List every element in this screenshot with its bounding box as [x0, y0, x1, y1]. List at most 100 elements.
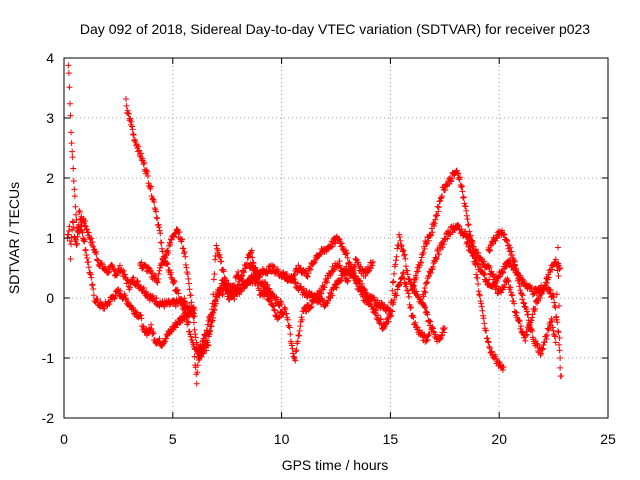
data-point — [98, 261, 105, 268]
data-point — [269, 302, 276, 309]
data-point — [496, 360, 503, 367]
data-point — [72, 236, 79, 243]
data-point — [436, 251, 443, 258]
data-point — [82, 246, 89, 253]
data-point — [510, 257, 517, 264]
data-point — [211, 271, 218, 278]
data-point — [438, 333, 445, 340]
data-point — [148, 321, 155, 328]
data-point — [123, 95, 130, 102]
data-point — [148, 326, 155, 333]
data-point — [166, 267, 173, 274]
data-point — [460, 193, 467, 200]
data-point — [264, 281, 271, 288]
data-point — [485, 263, 492, 270]
data-point — [400, 247, 407, 254]
data-point — [90, 292, 97, 299]
data-point — [156, 224, 163, 231]
data-point — [459, 188, 466, 195]
data-point — [174, 287, 181, 294]
data-point — [217, 285, 224, 292]
data-point — [344, 254, 351, 261]
data-point — [235, 284, 242, 291]
y-tick-label: 2 — [46, 170, 54, 186]
data-point — [287, 331, 294, 338]
data-point — [73, 216, 80, 223]
data-point — [369, 262, 376, 269]
y-tick-label: 0 — [46, 290, 54, 306]
data-point — [318, 290, 325, 297]
data-point — [344, 250, 351, 257]
data-point — [138, 150, 145, 157]
data-point — [307, 266, 314, 273]
data-point — [413, 288, 420, 295]
data-point — [233, 287, 240, 294]
data-point — [150, 330, 157, 337]
data-point — [441, 329, 448, 336]
data-point — [458, 184, 465, 191]
data-point — [332, 283, 339, 290]
data-point — [144, 173, 151, 180]
data-point — [519, 276, 526, 283]
y-tick-label: -2 — [42, 410, 55, 426]
data-point — [431, 222, 438, 229]
data-point — [520, 278, 527, 285]
data-point — [463, 207, 470, 214]
data-point — [442, 187, 449, 194]
data-point — [297, 283, 304, 290]
data-point — [476, 291, 483, 298]
data-point — [121, 271, 128, 278]
data-point — [465, 221, 472, 228]
data-point — [399, 270, 406, 277]
data-point — [556, 341, 563, 348]
data-point — [321, 284, 328, 291]
data-point — [124, 107, 131, 114]
data-point — [155, 270, 162, 277]
data-point — [111, 295, 118, 302]
data-point — [423, 279, 430, 286]
data-point — [68, 234, 75, 241]
y-axis-label: SDTVAR / TECUs — [6, 182, 22, 294]
data-point — [480, 312, 487, 319]
data-point — [304, 272, 311, 279]
y-tick-label: 3 — [46, 110, 54, 126]
data-point — [415, 268, 422, 275]
data-point — [557, 364, 564, 371]
data-point — [409, 286, 416, 293]
data-point — [516, 317, 523, 324]
x-tick-label: 10 — [274, 431, 290, 447]
data-point — [195, 353, 202, 360]
data-point — [189, 309, 196, 316]
data-point — [304, 273, 311, 280]
data-point — [138, 315, 145, 322]
data-point — [509, 252, 516, 259]
data-point — [513, 265, 520, 272]
data-point — [70, 219, 77, 226]
data-point — [71, 186, 78, 193]
data-point — [499, 270, 506, 277]
data-point — [348, 264, 355, 271]
data-point — [392, 261, 399, 268]
data-point — [412, 319, 419, 326]
data-point — [488, 268, 495, 275]
data-point — [409, 313, 416, 320]
data-point — [73, 241, 80, 248]
data-point — [472, 255, 479, 262]
data-point — [523, 308, 530, 315]
data-point — [298, 314, 305, 321]
data-point — [488, 348, 495, 355]
x-axis-ticks: 0 5 10 15 20 25 — [60, 58, 616, 447]
data-point — [423, 337, 430, 344]
data-point — [435, 204, 442, 211]
data-point — [296, 327, 303, 334]
data-point — [153, 214, 160, 221]
data-point — [466, 234, 473, 241]
data-point — [72, 211, 79, 218]
data-point — [158, 245, 165, 252]
data-point — [475, 288, 482, 295]
data-point — [295, 332, 302, 339]
data-point — [520, 299, 527, 306]
data-point — [435, 208, 442, 215]
data-point — [89, 281, 96, 288]
data-point — [256, 273, 263, 280]
